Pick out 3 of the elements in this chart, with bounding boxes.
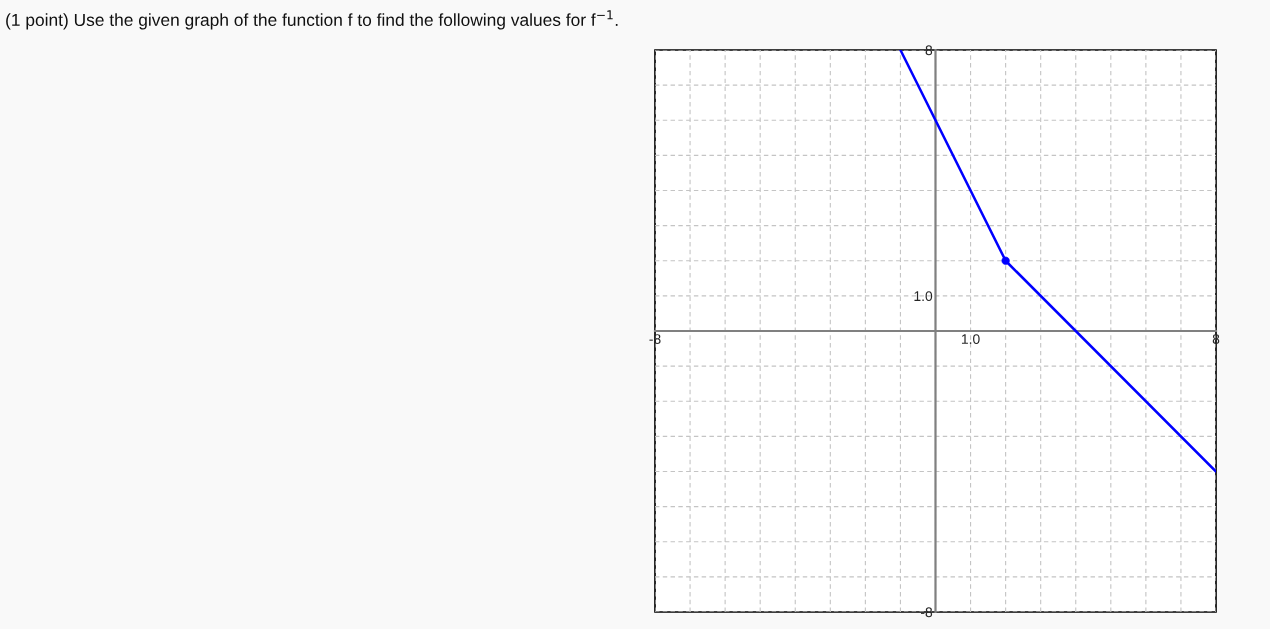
text: (1 point) Use the given graph of the function f to find the following values for f$^{−1}$. [6, 10, 618, 30]
x-tick-label: 1.0 [961, 334, 980, 344]
y-tick-label: 1.0 [914, 291, 933, 302]
